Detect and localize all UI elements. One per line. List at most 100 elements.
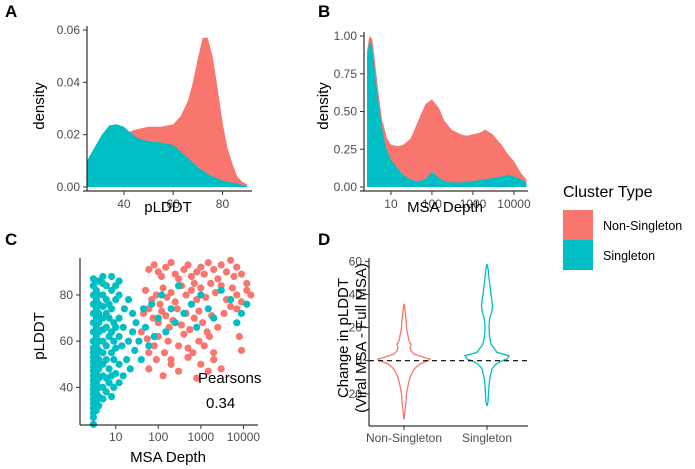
scatter-point-non-singleton [162,263,170,271]
violin-non-singleton [376,303,432,420]
panel-a-xlabel: pLDDT [144,199,192,216]
scatter-point-non-singleton [233,291,241,299]
scatter-point-singleton [108,349,116,357]
scatter-point-singleton [119,372,127,380]
scatter-point-non-singleton [190,279,198,287]
scatter-point-singleton [95,309,103,317]
y-tick-label: -20 [345,387,363,401]
scatter-point-non-singleton [141,286,150,294]
y-tick-label: 0.02 [57,128,81,142]
panel-a-ylabel: density [31,82,48,130]
scatter-point-non-singleton [180,265,188,274]
panel-letter-d: D [318,230,330,249]
scatter-point-non-singleton [217,365,225,373]
scatter-point-non-singleton [167,259,175,267]
scatter-point-non-singleton [227,256,235,264]
scatter-point-non-singleton [167,289,175,297]
scatter-point-non-singleton [175,275,183,283]
scatter-point-singleton [129,328,137,336]
panel-b-xlabel: MSA Depth [407,199,483,216]
scatter-point-non-singleton [220,309,228,317]
scatter-point-singleton [108,286,116,294]
scatter-point-non-singleton [200,270,208,278]
scatter-point-singleton [95,277,103,285]
scatter-point-non-singleton [184,344,192,352]
scatter-point-non-singleton [214,275,222,283]
scatter-point-singleton [210,314,218,322]
scatter-point-singleton [110,383,118,391]
scatter-point-singleton [102,388,110,396]
y-tick-label: 0.50 [334,105,358,119]
scatter-point-non-singleton [200,342,208,350]
scatter-point-non-singleton [184,353,192,361]
scatter-point-singleton [175,282,183,290]
scatter-point-non-singleton [163,293,171,301]
scatter-point-singleton [95,319,103,327]
scatter-point-non-singleton [137,328,145,336]
legend-swatch-non-singleton [563,210,593,240]
scatter-point-non-singleton [230,272,238,281]
scatter-point-singleton [145,342,153,350]
y-tick-label: 0.06 [57,23,81,37]
panel-c-scatter: 40 60 80 10 100 1000 10000 [60,256,260,444]
scatter-point-singleton [148,300,156,308]
scatter-point-singleton [167,305,175,313]
scatter-point-non-singleton [152,356,160,364]
scatter-point-singleton [108,328,116,336]
scatter-point-singleton [102,356,110,364]
panel-a-density-plddt: 0.00 0.02 0.04 0.06 40 60 80 [57,23,252,211]
scatter-point-singleton [217,286,225,294]
scatter-point-non-singleton [187,272,195,281]
scatter-point-non-singleton [175,367,183,375]
scatter-point-singleton [95,402,103,410]
scatter-point-non-singleton [211,289,219,297]
scatter-point-non-singleton [184,261,192,269]
scatter-point-singleton [115,379,123,387]
scatter-point-non-singleton [235,332,243,341]
scatter-point-non-singleton [210,356,218,364]
panel-b-ylabel: density [315,82,332,130]
scatter-point-singleton [99,272,107,281]
scatter-point-singleton [118,342,126,350]
x-tick-label: 10 [384,197,398,211]
scatter-point-non-singleton [143,335,151,343]
x-tick-label: 100 [422,197,442,211]
scatter-point-non-singleton [193,374,201,382]
scatter-point-singleton [108,305,116,313]
scatter-point-non-singleton [145,349,153,357]
panel-c-ylabel: pLDDT [31,312,48,360]
scatter-point-non-singleton [222,268,231,276]
scatter-point-singleton [135,337,143,345]
scatter-point-singleton [204,305,212,313]
scatter-point-non-singleton [171,298,179,306]
x-tick-label: Non-Singleton [366,431,442,445]
scatter-point-non-singleton [193,296,201,304]
scatter-point-singleton [233,319,241,327]
scatter-point-non-singleton [197,360,205,368]
scatter-point-singleton [171,319,179,327]
legend-swatch-singleton [563,240,593,270]
scatter-point-non-singleton [167,360,175,368]
scatter-point-non-singleton [180,330,188,338]
scatter-point-singleton [126,365,134,373]
scatter-point-non-singleton [227,302,235,311]
density-area-non-singleton [366,36,527,187]
scatter-point-non-singleton [237,270,246,278]
scatter-point-non-singleton [152,291,160,299]
panel-c-xlabel: MSA Depth [130,449,206,466]
scatter-point-singleton [139,305,148,313]
legend-title: Cluster Type [563,184,653,201]
scatter-point-singleton [102,342,110,350]
scatter-point-non-singleton [243,286,251,294]
scatter-point-non-singleton [205,332,214,341]
scatter-point-non-singleton [233,305,241,313]
scatter-point-non-singleton [210,265,218,274]
scatter-point-non-singleton [149,314,157,322]
scatter-point-non-singleton [160,349,169,357]
scatter-point-singleton [197,291,205,299]
y-tick-label: 0.04 [57,75,81,89]
scatter-point-non-singleton [145,365,153,373]
scatter-point-singleton [99,302,107,311]
scatter-point-non-singleton [204,259,212,267]
panel-d-violin: Non-Singleton Singleton -20 0 20 40 60 [345,254,528,445]
